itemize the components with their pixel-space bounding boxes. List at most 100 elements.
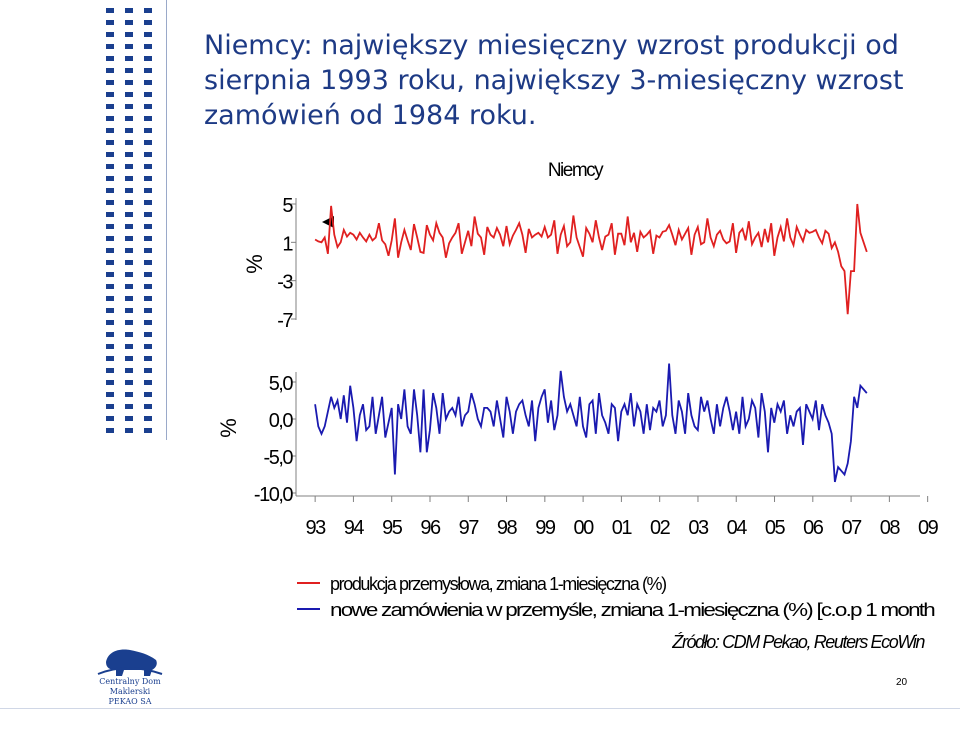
decorative-dash	[106, 320, 114, 325]
decorative-dash-row	[106, 392, 152, 397]
decorative-dash-row	[106, 332, 152, 337]
decorative-dash	[106, 344, 114, 349]
decorative-dash	[144, 32, 152, 37]
decorative-dash	[144, 236, 152, 241]
decorative-dash	[144, 248, 152, 253]
decorative-dash	[144, 296, 152, 301]
x-tick-label: 98	[497, 517, 518, 539]
x-tick-label: 94	[344, 517, 365, 539]
upper-y-tick-label: -3	[277, 272, 293, 294]
decorative-dash	[125, 428, 133, 433]
decorative-dash-row	[106, 44, 152, 49]
decorative-dash-row	[106, 200, 152, 205]
logo-caption: Centralny Dom Maklerski PEKAO SA	[80, 677, 180, 707]
decorative-dash	[125, 176, 133, 181]
decorative-dash	[125, 200, 133, 205]
upper-y-axis-label: %	[242, 254, 267, 274]
logo-subname: PEKAO SA	[108, 697, 152, 706]
decorative-dash	[144, 56, 152, 61]
decorative-dash-row	[106, 368, 152, 373]
decorative-dash-row	[106, 20, 152, 25]
page-number: 20	[896, 677, 908, 688]
decorative-dash	[125, 56, 133, 61]
upper-chart-title: Niemcy	[548, 160, 604, 181]
upper-y-tick-label: -7	[277, 310, 293, 332]
x-tick-label: 09	[918, 517, 939, 539]
decorative-dash-row	[106, 152, 152, 157]
decorative-dash	[125, 416, 133, 421]
decorative-dash	[144, 200, 152, 205]
decorative-dash	[125, 380, 133, 385]
decorative-dash	[125, 152, 133, 157]
decorative-dash	[125, 356, 133, 361]
decorative-dash	[125, 248, 133, 253]
decorative-dash	[144, 320, 152, 325]
slide-title: Niemcy: największy miesięczny wzrost pro…	[204, 28, 954, 133]
decorative-dash	[125, 92, 133, 97]
decorative-dash	[106, 116, 114, 121]
decorative-dash-row	[106, 176, 152, 181]
decorative-dash	[106, 152, 114, 157]
decorative-dash	[125, 8, 133, 13]
x-tick-label: 99	[535, 517, 556, 539]
decorative-dash	[106, 236, 114, 241]
decorative-dash	[125, 296, 133, 301]
decorative-dash	[144, 332, 152, 337]
decorative-dash	[125, 116, 133, 121]
upper-y-tick-label: 5	[282, 195, 293, 217]
decorative-dash-row	[106, 260, 152, 265]
decorative-dash	[125, 236, 133, 241]
decorative-dash-row	[106, 416, 152, 421]
decorative-dash	[125, 44, 133, 49]
decorative-dash-row	[106, 308, 152, 313]
decorative-dash	[106, 272, 114, 277]
decorative-dash	[106, 356, 114, 361]
decorative-dash	[144, 188, 152, 193]
decorative-dash-row	[106, 404, 152, 409]
production-series-line	[314, 203, 868, 315]
decorative-dash	[106, 140, 114, 145]
decorative-dash	[144, 308, 152, 313]
decorative-dash	[106, 212, 114, 217]
decorative-dash	[106, 104, 114, 109]
decorative-dash-row	[106, 104, 152, 109]
x-tick-label: 05	[765, 517, 786, 539]
decorative-dash-row	[106, 140, 152, 145]
decorative-dash-row	[106, 212, 152, 217]
legend-label-production: produkcja przemysłowa, zmiana 1-miesięcz…	[330, 574, 666, 594]
decorative-dash	[144, 284, 152, 289]
decorative-dash	[144, 416, 152, 421]
decorative-dash	[106, 164, 114, 169]
decorative-dash-row	[106, 380, 152, 385]
decorative-dash-row	[106, 344, 152, 349]
decorative-dash-row	[106, 56, 152, 61]
decorative-dash	[144, 404, 152, 409]
decorative-dash	[144, 104, 152, 109]
decorative-dash	[144, 152, 152, 157]
decorative-dash	[106, 44, 114, 49]
lower-chart: % 5,0 0,0 -5,0 -10,0 93 94 95 96 97 98 99 00 01 02 03…	[216, 363, 940, 539]
decorative-dash	[144, 368, 152, 373]
decorative-dash-row	[106, 428, 152, 433]
decorative-dash	[125, 224, 133, 229]
decorative-dash	[144, 212, 152, 217]
decorative-dash	[144, 164, 152, 169]
decorative-dash	[144, 8, 152, 13]
decorative-dash	[144, 20, 152, 25]
decorative-dash-row	[106, 272, 152, 277]
decorative-dash	[125, 260, 133, 265]
decorative-dash	[144, 428, 152, 433]
x-tick-label: 07	[841, 517, 862, 539]
lower-y-tick-label: 0,0	[269, 410, 294, 432]
decorative-dash	[106, 248, 114, 253]
decorative-dash	[125, 272, 133, 277]
decorative-dash	[144, 224, 152, 229]
lower-y-tick-label: -10,0	[254, 484, 293, 506]
decorative-dash	[125, 392, 133, 397]
decorative-dash	[144, 344, 152, 349]
decorative-dash	[106, 428, 114, 433]
decorative-dash	[106, 416, 114, 421]
decorative-dash	[106, 176, 114, 181]
decorative-dash-row	[106, 8, 152, 13]
